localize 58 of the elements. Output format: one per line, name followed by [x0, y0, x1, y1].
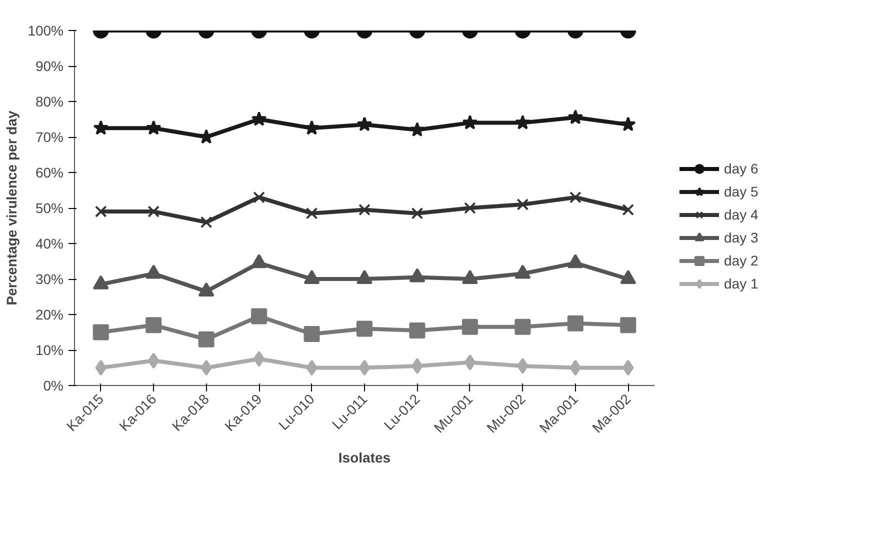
legend-label: day 4	[724, 206, 758, 222]
point	[251, 308, 268, 324]
y-tick-label: 30%	[35, 271, 64, 287]
point	[306, 207, 318, 220]
point	[304, 326, 320, 342]
point	[462, 114, 478, 130]
point	[148, 352, 160, 369]
x-axis-title: Isolates	[338, 449, 391, 466]
point	[462, 318, 478, 335]
y-tick-label: 80%	[35, 94, 64, 110]
point	[620, 317, 636, 334]
point	[409, 322, 426, 338]
point	[569, 191, 582, 204]
point	[516, 198, 529, 210]
legend-label: day 5	[724, 184, 758, 200]
point	[464, 354, 476, 370]
point	[253, 350, 265, 367]
point	[95, 360, 107, 376]
y-axis-title: Percentage virulence per day	[4, 110, 20, 306]
point	[198, 331, 214, 348]
legend-label: day 6	[724, 160, 758, 176]
point	[251, 111, 267, 126]
point	[92, 324, 109, 340]
point	[358, 360, 370, 376]
y-tick-label: 40%	[35, 236, 64, 252]
point	[304, 120, 320, 135]
point	[622, 204, 634, 216]
point	[570, 360, 582, 376]
y-tick-label: 50%	[35, 200, 64, 216]
point	[93, 120, 109, 135]
y-tick-label: 20%	[35, 306, 64, 322]
point	[514, 318, 531, 335]
legend-label: day 2	[724, 252, 758, 268]
point	[568, 109, 584, 124]
point	[464, 202, 476, 214]
point	[94, 206, 107, 218]
point	[567, 315, 584, 332]
point	[515, 114, 530, 130]
point	[253, 191, 265, 204]
point	[200, 216, 212, 228]
point	[146, 120, 162, 135]
legend-label: day 1	[724, 276, 758, 292]
legend-label: day 3	[724, 230, 758, 246]
point	[356, 320, 372, 337]
y-tick-label: 100%	[28, 22, 64, 38]
y-tick-label: 0%	[43, 378, 64, 394]
point	[620, 116, 636, 132]
point	[358, 204, 370, 216]
point	[411, 207, 424, 220]
y-tick-label: 70%	[35, 129, 64, 145]
point	[356, 116, 372, 132]
point	[622, 360, 634, 376]
y-tick-label: 90%	[35, 58, 64, 74]
y-tick-label: 60%	[35, 164, 64, 180]
point	[146, 317, 162, 334]
point	[148, 206, 160, 218]
point	[410, 122, 425, 137]
y-tick-label: 10%	[35, 342, 64, 358]
